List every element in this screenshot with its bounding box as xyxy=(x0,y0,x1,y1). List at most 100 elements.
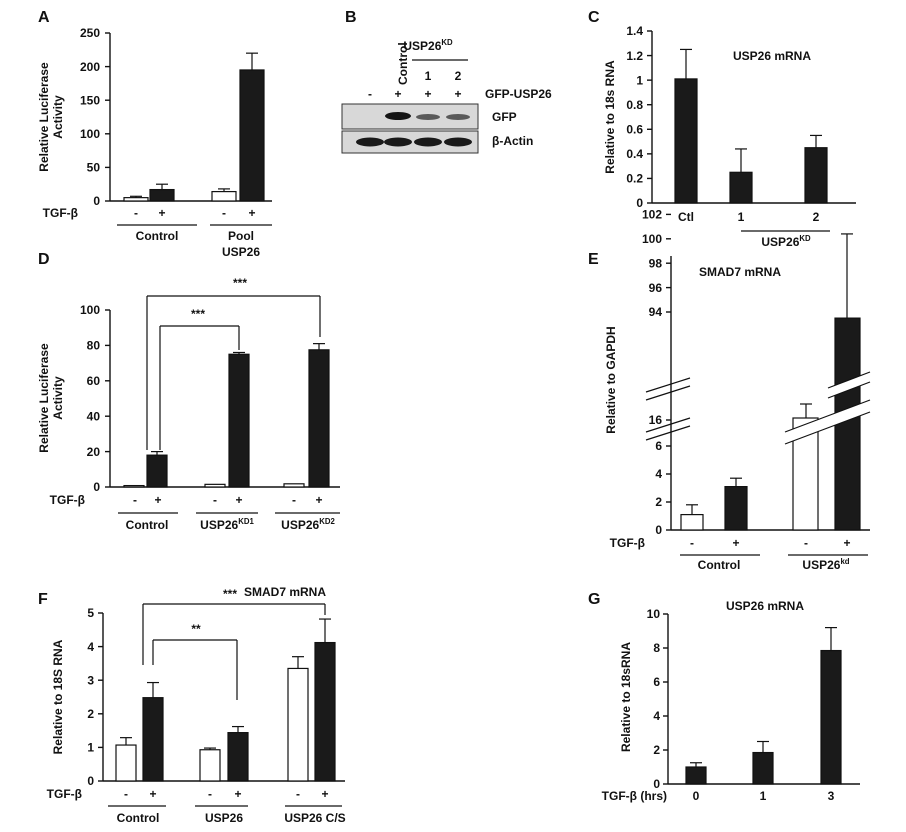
panel-f-treatment-mark: - xyxy=(208,787,212,801)
panel-e-axis-break xyxy=(645,377,691,393)
panel-d-treatment-mark: - xyxy=(292,493,296,507)
panel-label-G: G xyxy=(588,591,600,608)
panel-a-group-label: Control xyxy=(136,229,179,243)
panel-g-x-tick-label: 1 xyxy=(760,789,767,803)
panel-f-y-tick-label: 5 xyxy=(87,606,94,620)
panel-d-bar xyxy=(283,483,305,488)
panel-c-x-tick-label: 1 xyxy=(738,210,745,224)
panel-d-significance-star: *** xyxy=(233,276,247,290)
panel-e-bar-break-gap xyxy=(785,400,870,444)
panel-e-treatment-mark: + xyxy=(732,536,739,550)
panel-b-gfp-mark: + xyxy=(394,87,401,101)
panel-f-group-label: USP26 xyxy=(205,811,243,825)
panel-b-band xyxy=(414,137,442,147)
panel-b-band xyxy=(385,112,411,120)
panel-e-treatment-mark: - xyxy=(804,536,808,550)
panel-f-y-label: Relative to 18S RNA xyxy=(51,639,65,754)
panel-d-treatment-mark: + xyxy=(315,493,322,507)
panel-a-bar xyxy=(239,69,265,202)
panel-f-bar xyxy=(115,744,137,782)
panel-b-row-label: GFP-USP26 xyxy=(485,87,552,101)
panel-e-bar-break xyxy=(784,399,871,433)
panel-c-y-tick-label: 0.4 xyxy=(626,147,643,161)
panel-e-bar xyxy=(724,486,748,531)
panel-a-bar xyxy=(123,197,149,202)
panel-f-treatment-mark: + xyxy=(234,787,241,801)
panel-d-treatment-mark: - xyxy=(133,493,137,507)
panel-c-group-label: USP26KD xyxy=(761,234,811,249)
panel-b-gfp-mark: + xyxy=(454,87,461,101)
panel-e-y-tick-label: 16 xyxy=(649,413,663,427)
panel-a-y-tick-label: 150 xyxy=(80,93,100,107)
panel-f-y-tick-label: 4 xyxy=(87,640,94,654)
panel-e-y-tick-label: 100 xyxy=(642,232,662,246)
panel-e-axis-break xyxy=(645,417,691,433)
panel-e-axis-break xyxy=(645,385,691,401)
panel-d-group-label: Control xyxy=(126,518,169,532)
panel-c-bar xyxy=(674,78,698,204)
panel-e-group-label: USP26kd xyxy=(802,557,849,572)
panel-f-y-tick-label: 2 xyxy=(87,707,94,721)
panel-a-treatment-mark: + xyxy=(248,206,255,220)
panel-d-y-tick-label: 60 xyxy=(87,374,101,388)
panel-f-title: SMAD7 mRNA xyxy=(244,585,326,599)
panel-e-bar-break xyxy=(827,371,871,389)
panel-a-group-label: Pool xyxy=(228,229,254,243)
panel-d-treatment-mark: + xyxy=(154,493,161,507)
panel-g-bar xyxy=(685,766,707,785)
panel-a-bar xyxy=(149,188,175,202)
panel-c-y-tick-label: 1.4 xyxy=(626,24,643,38)
panel-d-y-tick-label: 80 xyxy=(87,339,101,353)
panel-e-treatment-mark: + xyxy=(843,536,850,550)
panel-label-E: E xyxy=(588,251,599,268)
panel-b-gfp-mark: - xyxy=(368,87,372,101)
panel-b-band-label: GFP xyxy=(492,110,517,124)
panel-g-y-tick-label: 6 xyxy=(653,675,660,689)
panel-b-gfp-mark: + xyxy=(424,87,431,101)
panel-e-y-tick-label: 0 xyxy=(655,523,662,537)
panel-g-x-tick-label: 3 xyxy=(828,789,835,803)
panel-e-y-tick-label: 2 xyxy=(655,495,662,509)
panel-c-y-tick-label: 1 xyxy=(636,73,643,87)
panel-f-treatment-mark: + xyxy=(149,787,156,801)
panel-f-bar xyxy=(199,749,221,782)
panel-f-bar xyxy=(287,667,309,782)
panel-d-treatment-mark: - xyxy=(213,493,217,507)
panel-e-bar-break xyxy=(827,381,871,399)
panel-e-y-label: Relative to GAPDH xyxy=(604,326,618,433)
panel-d-bar xyxy=(228,353,250,488)
panel-c-bar xyxy=(804,147,828,204)
panel-b-band xyxy=(446,114,470,120)
panel-f-bar xyxy=(142,697,164,782)
panel-d-y-tick-label: 0 xyxy=(93,480,100,494)
panel-c-x-tick-label: Ctl xyxy=(678,210,694,224)
panel-label-D: D xyxy=(38,251,50,268)
panel-c-y-tick-label: 0.2 xyxy=(626,172,643,186)
panel-f-group-label: USP26 C/S xyxy=(284,811,345,825)
panel-f-y-tick-label: 0 xyxy=(87,774,94,788)
panel-a-y-label: Activity xyxy=(51,95,65,139)
panel-a-treatment-label: TGF-β xyxy=(43,206,78,220)
panel-b-band-label: β-Actin xyxy=(492,134,533,148)
panel-e-y-tick-label: 102 xyxy=(642,208,662,222)
panel-f-group-label: Control xyxy=(117,811,160,825)
panel-e-bar-break-gap xyxy=(828,372,870,398)
panel-b-band xyxy=(416,114,440,120)
panel-g-y-tick-label: 2 xyxy=(653,743,660,757)
panel-f-y-tick-label: 1 xyxy=(87,741,94,755)
panel-c-y-tick-label: 0.6 xyxy=(626,122,643,136)
panel-g-y-tick-label: 4 xyxy=(653,709,660,723)
panel-d-bar xyxy=(123,484,145,488)
panel-d-bar xyxy=(308,349,330,488)
panel-g-title: USP26 mRNA xyxy=(726,599,804,613)
panel-g-bar xyxy=(820,649,842,785)
panel-d-bar xyxy=(146,454,168,488)
panel-a-treatment-mark: - xyxy=(222,206,226,220)
panel-b-lane-number: 1 xyxy=(425,69,432,83)
panel-b-kd-header: USP26KD xyxy=(403,38,453,53)
panel-a-treatment-mark: - xyxy=(134,206,138,220)
panel-e-treatment-label: TGF-β xyxy=(610,536,645,550)
panel-e-y-tick-label: 4 xyxy=(655,467,662,481)
panel-e-title: SMAD7 mRNA xyxy=(699,265,781,279)
